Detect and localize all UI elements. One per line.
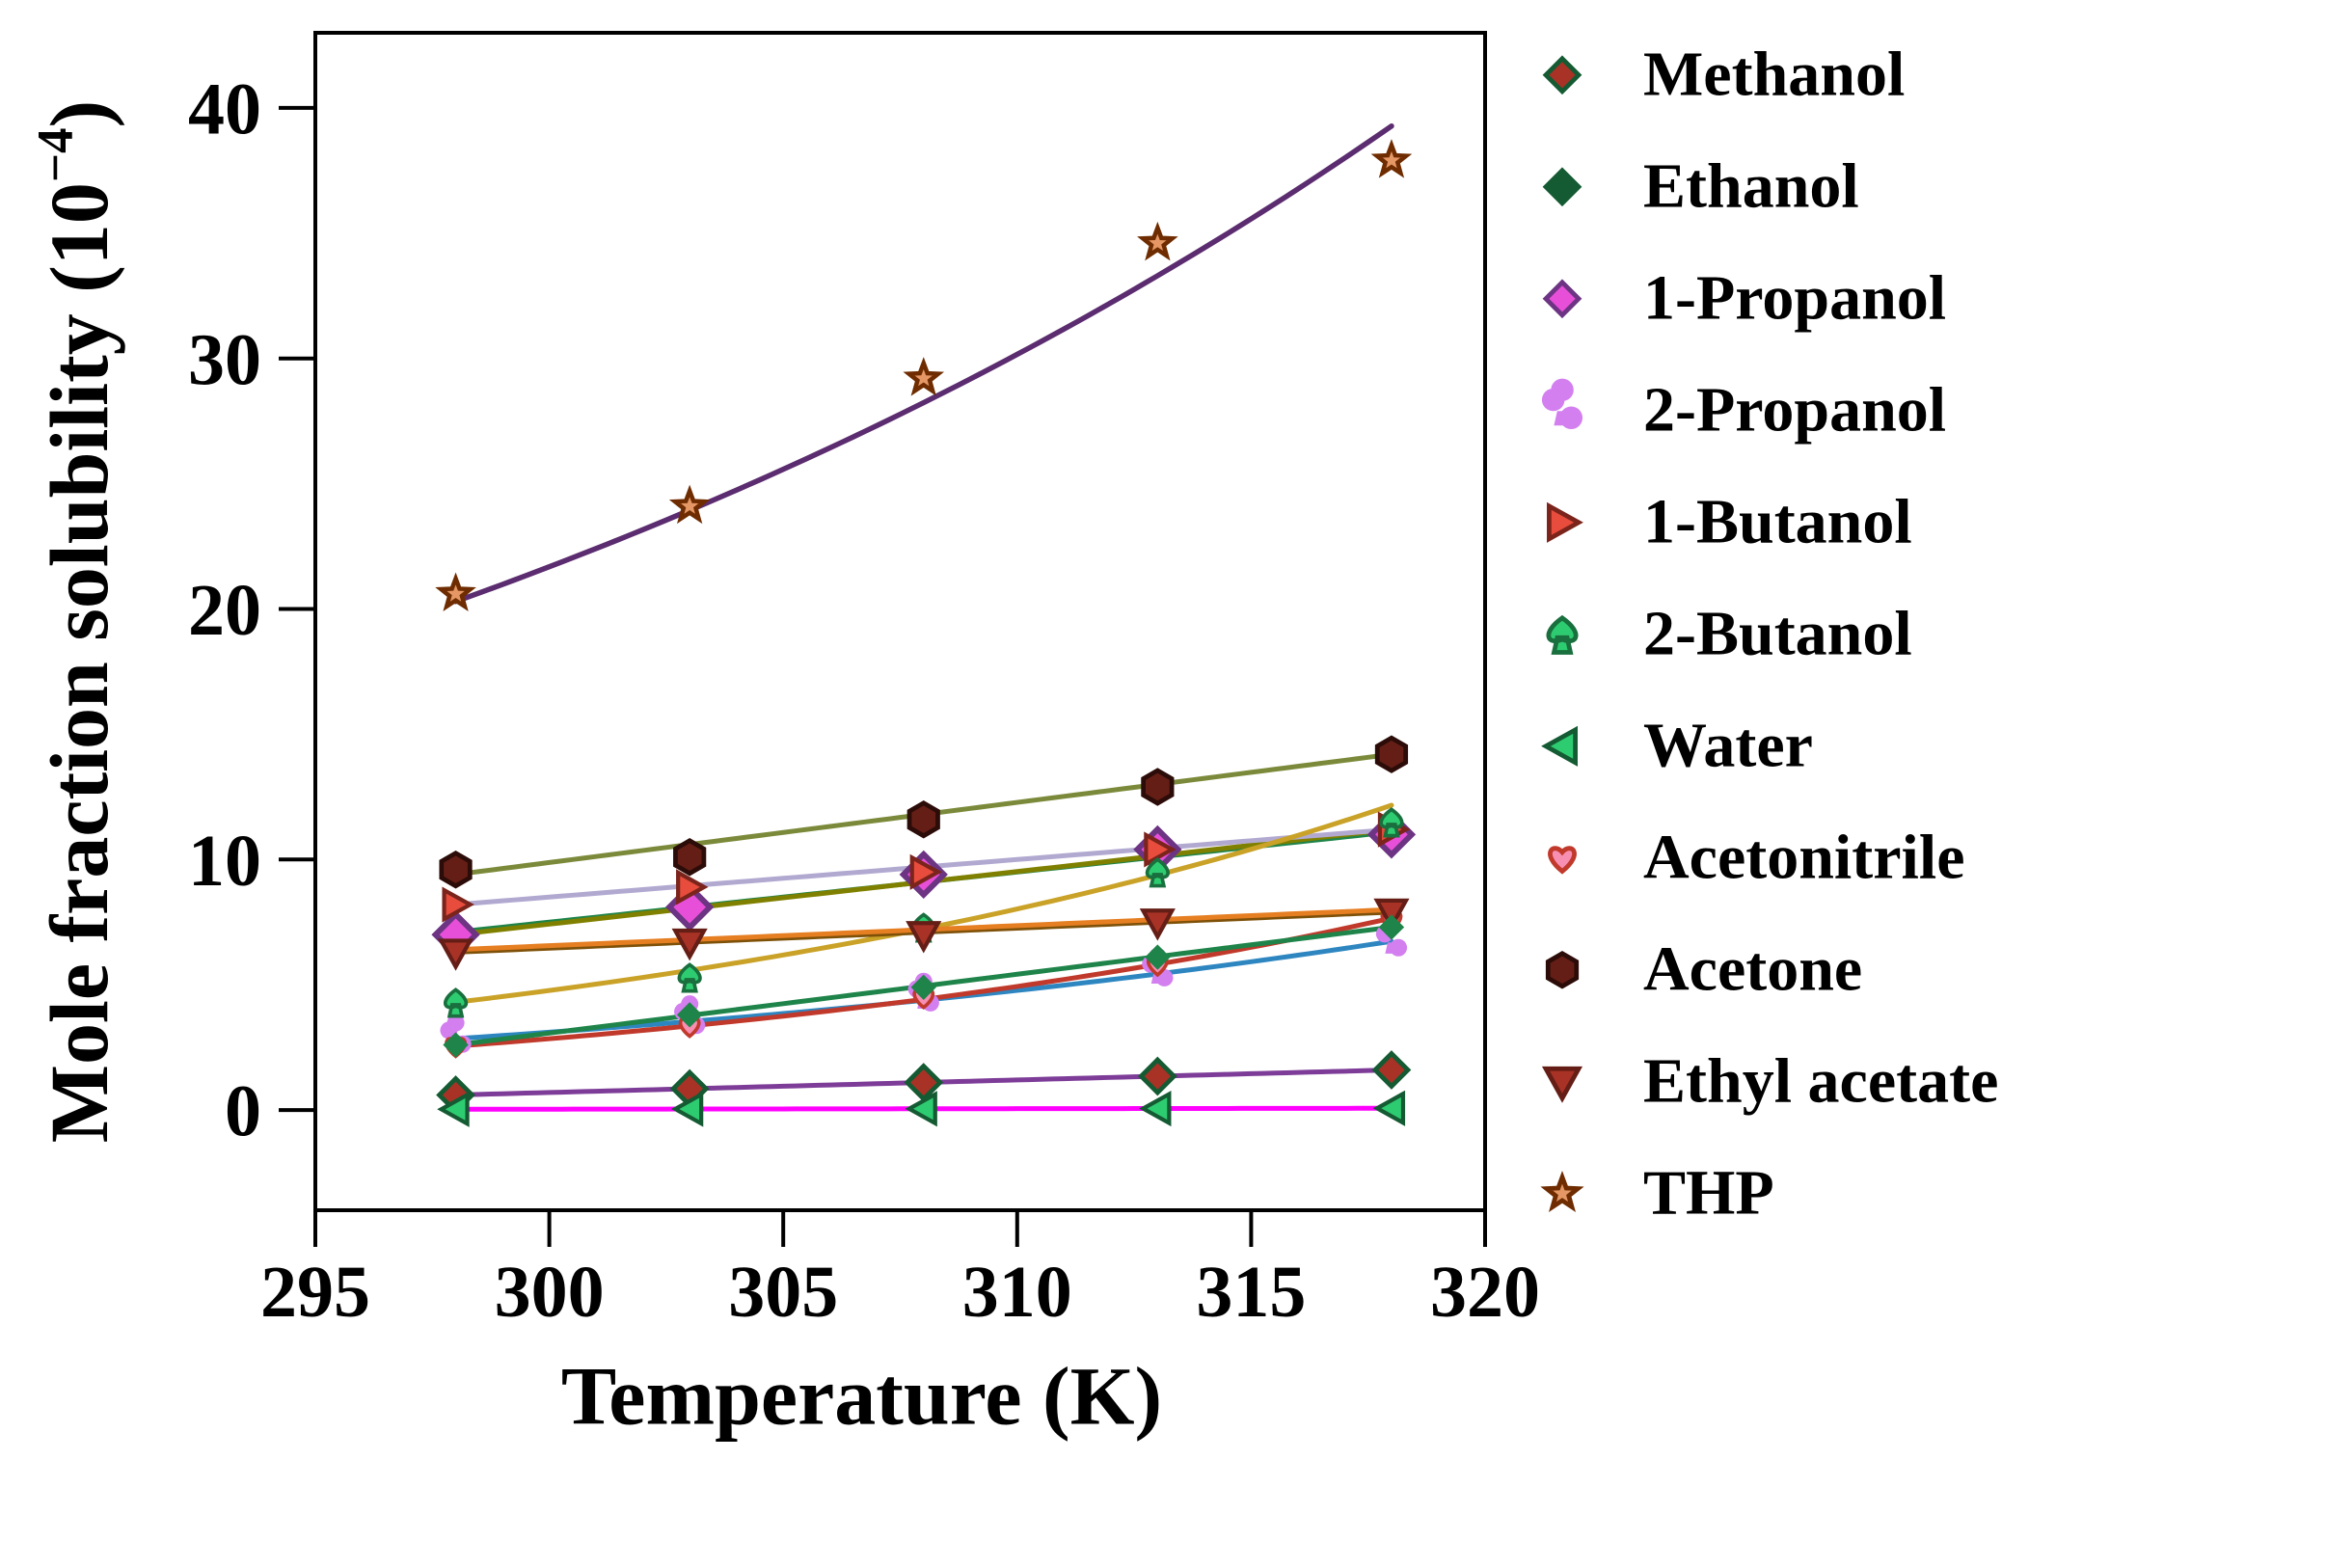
legend-label: Acetonitrile: [1643, 822, 1965, 892]
x-tick-label: 295: [260, 1252, 370, 1333]
legend-marker-icon: [1549, 506, 1579, 539]
y-tick-label: 40: [188, 69, 261, 150]
solubility-chart: 295 300 305 310 315 320 0 10 20 30 40 Temperature (…: [0, 0, 2326, 1568]
legend-label: 2-Butanol: [1643, 598, 1912, 668]
y-tick-label: 20: [188, 570, 261, 651]
legend-marker-icon: [1544, 381, 1580, 427]
svg-text:Mole fraction solubility (10−4: Mole fraction solubility (10−4): [28, 100, 125, 1143]
data-point: [675, 841, 703, 874]
legend-marker-icon: [1546, 59, 1579, 92]
legend-marker-icon: [1547, 1177, 1578, 1207]
legend-label: Acetone: [1643, 933, 1862, 1004]
y-tick-label: 10: [188, 821, 261, 902]
x-tick-label: 305: [728, 1252, 838, 1333]
legend-marker-icon: [1546, 171, 1579, 203]
y-axis-title: Mole fraction solubility (10−4): [28, 100, 125, 1143]
legend-marker-icon: [1549, 618, 1576, 653]
x-tick-label: 300: [495, 1252, 605, 1333]
legend-marker-icon: [1546, 283, 1579, 315]
legend-label: Methanol: [1643, 39, 1905, 109]
x-tick-label: 315: [1196, 1252, 1306, 1333]
x-axis-title: Temperature (K): [561, 1350, 1162, 1443]
legend-marker-icon: [1550, 849, 1574, 872]
y-tick-label: 0: [225, 1071, 261, 1152]
legend-label: Ethyl acetate: [1643, 1045, 1998, 1116]
legend-label: Water: [1643, 710, 1813, 780]
x-tick-label: 310: [962, 1252, 1072, 1333]
data-point: [442, 853, 470, 886]
data-point: [1144, 770, 1172, 803]
y-tick-label: 30: [188, 319, 261, 400]
plot-area: [315, 33, 1485, 1210]
data-point: [1377, 738, 1405, 770]
legend-marker-icon: [1546, 730, 1576, 763]
legend-label: 1-Propanol: [1643, 262, 1946, 333]
data-point: [909, 803, 937, 836]
legend-label: Ethanol: [1643, 150, 1859, 221]
legend-label: 1-Butanol: [1643, 486, 1912, 556]
x-tick-label: 320: [1430, 1252, 1540, 1333]
legend-marker-icon: [1548, 954, 1576, 987]
legend-label: THP: [1643, 1157, 1774, 1228]
legend-marker-icon: [1546, 1068, 1579, 1098]
legend-label: 2-Propanol: [1643, 374, 1946, 445]
